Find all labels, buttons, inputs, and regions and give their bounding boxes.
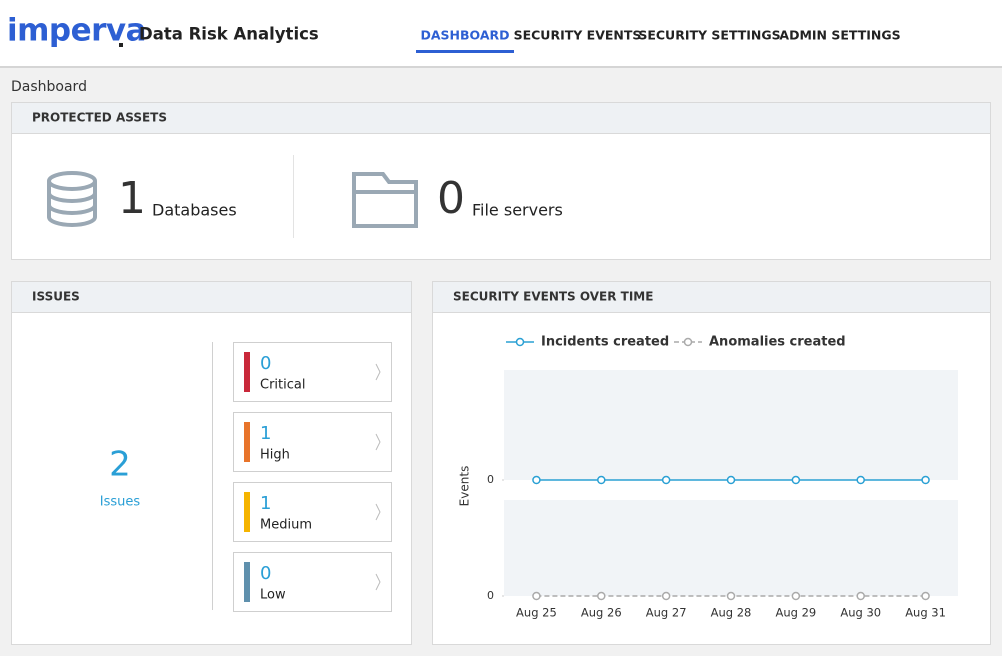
issue-level-color [244, 352, 250, 392]
x-tick-label: Aug 27 [646, 606, 687, 620]
chevron [375, 503, 381, 521]
legend-marker [683, 337, 693, 347]
issues-total-label[interactable]: Issues [100, 495, 141, 510]
data-point[interactable] [661, 475, 671, 485]
x-tick-label: Aug 30 [840, 606, 881, 620]
issue-level-count: 1 [260, 423, 271, 444]
data-point[interactable] [532, 591, 541, 601]
card-title: ISSUES [32, 290, 80, 304]
chevron [375, 363, 381, 381]
x-tick-label: Aug 29 [775, 606, 816, 620]
x-tick-label: Aug 25 [516, 606, 557, 620]
data-point[interactable] [532, 475, 541, 485]
issue-level-box[interactable] [233, 552, 392, 612]
issue-level-label: High [260, 448, 290, 463]
data-point[interactable] [661, 591, 671, 601]
top-bar [0, 0, 1002, 67]
data-point[interactable] [726, 475, 736, 485]
asset-count: 1 [118, 173, 146, 224]
data-point[interactable] [921, 475, 930, 485]
issue-level-count: 0 [260, 353, 271, 374]
issues-total[interactable]: 2 [109, 445, 131, 485]
card-title: PROTECTED ASSETS [32, 111, 167, 125]
database-icon [47, 171, 97, 227]
logo[interactable]: imperva [7, 13, 147, 49]
app-title: Data Risk Analytics [139, 25, 319, 44]
issue-level-color [244, 562, 250, 602]
data-point[interactable] [921, 591, 930, 601]
issue-level-box[interactable] [233, 482, 392, 542]
data-point[interactable] [791, 475, 801, 485]
x-tick-label: Aug 31 [905, 606, 946, 620]
legend-marker [515, 337, 525, 347]
logo-dot [119, 43, 123, 47]
asset-count: 0 [437, 173, 465, 224]
plot-panel [504, 370, 958, 480]
data-point[interactable] [597, 475, 606, 485]
issues-header [11, 281, 412, 313]
data-point[interactable] [597, 591, 606, 601]
legend-label[interactable]: Anomalies created [709, 335, 846, 350]
y-tick-label: 0 [487, 589, 494, 602]
events-header [432, 281, 991, 313]
y-tick-label: 0 [487, 473, 494, 486]
asset-label: File servers [472, 201, 563, 220]
folder-icon [352, 172, 418, 228]
asset-label: Databases [152, 201, 237, 220]
issue-level-color [244, 422, 250, 462]
plot-panel [504, 500, 958, 596]
issue-level-count: 0 [260, 563, 271, 584]
nav-tab[interactable]: SECURITY EVENTS [514, 28, 642, 43]
nav-tab[interactable]: SECURITY SETTINGS [638, 28, 780, 43]
issue-level-label: Low [260, 588, 286, 603]
nav-tab[interactable]: ADMIN SETTINGS [779, 28, 900, 43]
chart-title: SECURITY EVENTS OVER TIME [453, 290, 653, 304]
issue-level-color [244, 492, 250, 532]
issue-level-count: 1 [260, 493, 271, 514]
x-tick-label: Aug 28 [711, 606, 752, 620]
chevron [375, 573, 381, 591]
data-point[interactable] [856, 591, 865, 601]
breadcrumb: Dashboard [11, 79, 87, 95]
assets-header [11, 102, 991, 134]
chevron [375, 433, 381, 451]
data-point[interactable] [856, 475, 865, 485]
issue-level-box[interactable] [233, 412, 392, 472]
data-point[interactable] [726, 591, 736, 601]
y-axis-label: Events [458, 466, 472, 507]
data-point[interactable] [791, 591, 801, 601]
issue-level-box[interactable] [233, 342, 392, 402]
issue-level-label: Medium [260, 518, 312, 533]
nav-tab[interactable]: DASHBOARD [420, 28, 509, 43]
x-tick-label: Aug 26 [581, 606, 622, 620]
issue-level-label: Critical [260, 378, 305, 393]
active-tab-underline [416, 50, 514, 53]
legend-label[interactable]: Incidents created [541, 335, 669, 350]
